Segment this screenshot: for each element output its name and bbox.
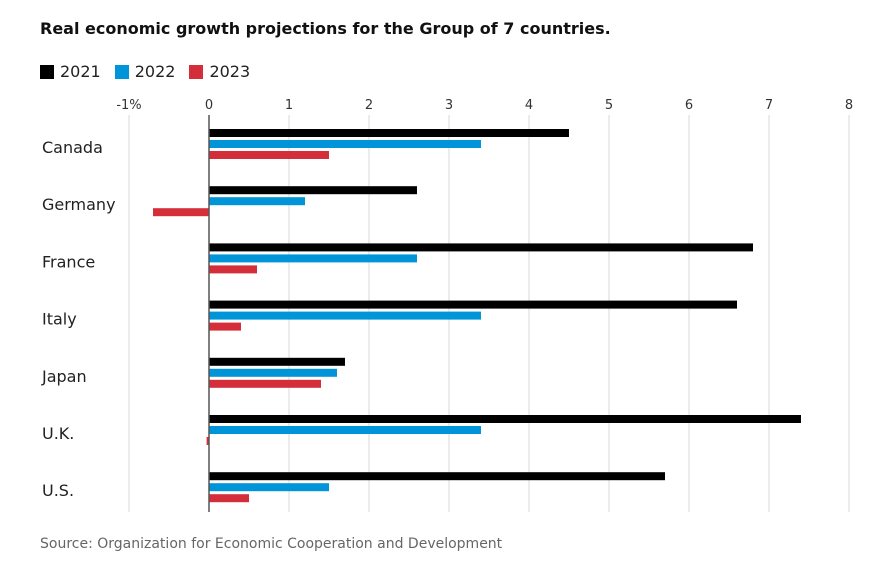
- legend-swatch: [40, 64, 54, 79]
- legend-swatch: [189, 64, 204, 79]
- chart-title: Real economic growth projections for the…: [40, 19, 611, 38]
- category-label: U.S.: [42, 481, 74, 500]
- source-note: Source: Organization for Economic Cooper…: [40, 536, 503, 552]
- legend-label: 2021: [60, 62, 101, 81]
- bar-2022-uk: [209, 426, 481, 434]
- x-tick-label: 5: [605, 98, 613, 113]
- bar-2022-japan: [209, 368, 337, 377]
- legend-item-2022: 2022: [114, 62, 176, 81]
- category-label: Japan: [41, 367, 87, 386]
- category-label: U.K.: [42, 424, 74, 443]
- x-tick-label: 2: [365, 98, 373, 113]
- bar-2023-germany: [153, 208, 209, 217]
- legend-item-2023: 2023: [189, 62, 250, 81]
- x-tick-label: 4: [525, 98, 533, 113]
- bar-2021-us: [209, 472, 665, 481]
- x-tick-label: 7: [765, 98, 773, 113]
- bar-2021-uk: [209, 415, 801, 423]
- bar-2021-japan: [209, 357, 345, 366]
- bar-2022-canada: [209, 140, 481, 148]
- bar-2023-uk: [206, 437, 209, 445]
- bar-2023-japan: [209, 379, 321, 388]
- bar-2023-italy: [209, 322, 241, 331]
- bar-2021-germany: [209, 186, 417, 195]
- bar-2021-italy: [209, 300, 737, 309]
- category-label: Canada: [42, 138, 103, 157]
- legend-swatch: [114, 64, 129, 79]
- x-tick-label: -1%: [116, 98, 141, 113]
- x-tick-label: 8: [845, 98, 853, 113]
- bar-2022-germany: [209, 197, 305, 206]
- category-label: France: [42, 252, 95, 271]
- x-tick-label: 0: [205, 98, 213, 113]
- category-label: Italy: [42, 310, 77, 329]
- bar-2023-france: [209, 265, 257, 274]
- x-tick-label: 1: [285, 98, 293, 113]
- legend: 2021 2022 2023: [40, 62, 250, 81]
- bar-2022-italy: [209, 311, 481, 320]
- x-tick-label: 6: [685, 98, 693, 113]
- legend-label: 2023: [209, 62, 251, 81]
- legend-item-2021: 2021: [40, 62, 101, 81]
- legend-label: 2022: [134, 62, 176, 81]
- x-tick-label: 3: [445, 98, 453, 113]
- bar-2023-canada: [209, 151, 329, 159]
- bar-2022-france: [209, 254, 417, 263]
- category-label: Germany: [42, 195, 116, 214]
- bar-2021-france: [209, 243, 753, 252]
- bar-2021-canada: [209, 129, 569, 137]
- bar-2023-us: [209, 494, 249, 503]
- bar-2022-us: [209, 483, 329, 492]
